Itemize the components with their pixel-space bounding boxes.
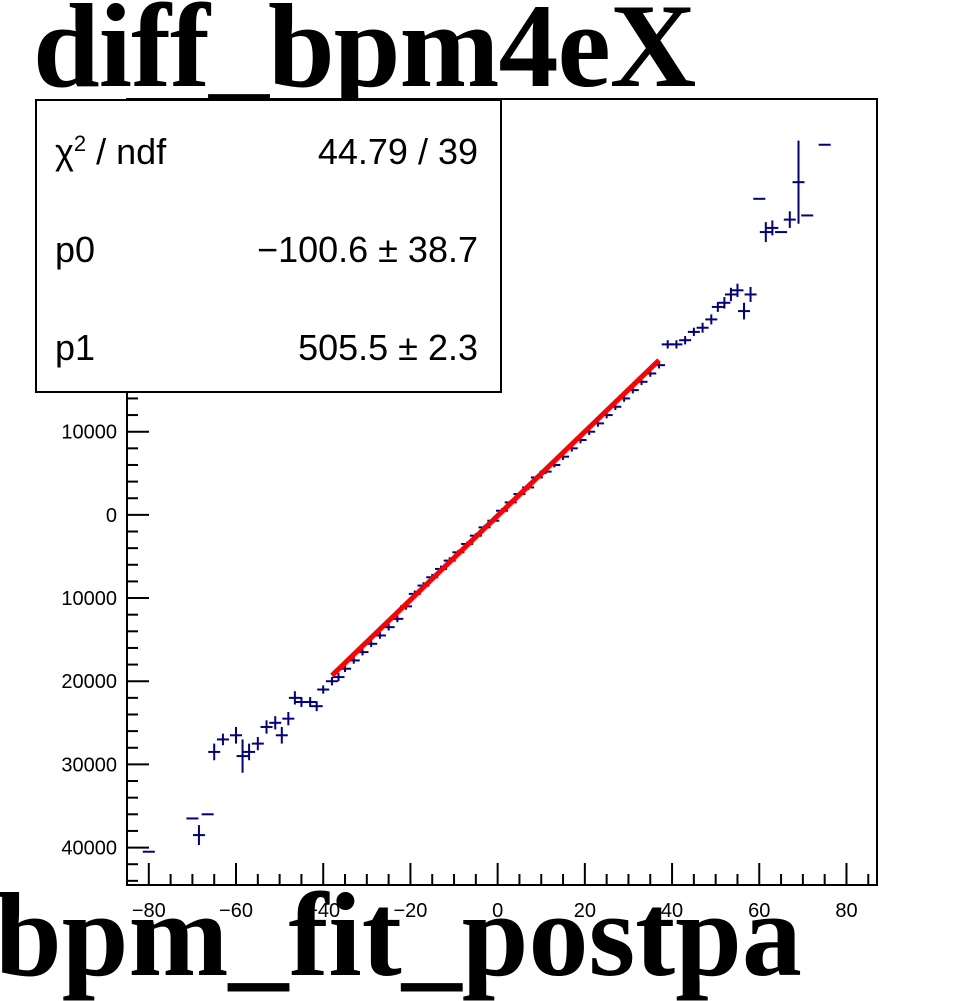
- data-point: [192, 825, 205, 846]
- stats-value-p1: 505.5 ± 2.3: [298, 327, 478, 368]
- x-tick-label: −40: [306, 900, 340, 922]
- data-point: [687, 327, 700, 337]
- data-point: [269, 716, 282, 730]
- data-point: [243, 743, 256, 761]
- data-point: [711, 301, 724, 312]
- data-point: [260, 720, 273, 734]
- stats-label-chi2: χ2 / ndf: [55, 131, 167, 172]
- chart-canvas: −80 −60 −40 −20 0 20 40 60 80 10000 0 10000 20000 30…: [61, 98, 878, 922]
- y-tick-label: 10000: [61, 422, 117, 444]
- stats-value-chi2: 44.79 / 39: [317, 131, 478, 172]
- stats-label-p0: p0: [55, 229, 96, 270]
- data-point: [783, 211, 796, 228]
- data-point: [738, 302, 751, 320]
- data-point: [679, 336, 692, 345]
- data-point: [744, 286, 757, 302]
- data-point: [236, 739, 249, 773]
- stats-row-chi2: χ2 / ndf 44.79 / 39: [37, 131, 500, 191]
- stats-value-p0: −100.6 ± 38.7: [257, 229, 478, 270]
- x-tick-label: 40: [661, 900, 683, 922]
- fit-line: [330, 358, 661, 678]
- stats-row-p0: p0 −100.6 ± 38.7: [37, 229, 500, 289]
- data-point: [275, 726, 288, 744]
- stats-label-p1: p1: [55, 327, 96, 368]
- stats-row-p1: p1 505.5 ± 2.3: [37, 327, 500, 387]
- x-tick-label: 0: [492, 900, 503, 922]
- data-point: [317, 685, 330, 694]
- x-tick-label: 80: [835, 900, 857, 922]
- data-point: [310, 701, 323, 712]
- data-point: [251, 736, 264, 751]
- data-point: [288, 691, 301, 705]
- x-tick-label: −60: [219, 900, 253, 922]
- data-point: [325, 677, 338, 686]
- histogram-title: diff_bpm4eX: [33, 0, 696, 112]
- x-tick-label: −80: [132, 900, 166, 922]
- fit-series: [330, 358, 661, 678]
- data-point: [332, 672, 345, 682]
- data-point: [304, 697, 317, 708]
- data-point: [705, 314, 718, 325]
- data-point: [724, 287, 737, 302]
- y-tick-label: 40000: [61, 838, 117, 860]
- data-point: [766, 220, 779, 236]
- data-point: [696, 322, 709, 333]
- y-tick-label: 10000: [61, 588, 117, 610]
- canvas-title: bpm_fit_postpa: [0, 868, 802, 1001]
- data-point: [731, 283, 744, 297]
- data-point: [792, 140, 805, 224]
- x-tick-label: −20: [393, 900, 427, 922]
- x-tick-label: 20: [574, 900, 596, 922]
- data-point: [208, 743, 221, 761]
- x-tick-label: 60: [748, 900, 770, 922]
- data-point: [759, 222, 772, 243]
- data-point: [282, 711, 295, 726]
- y-tick-label: 0: [106, 505, 117, 527]
- data-point: [718, 296, 731, 309]
- y-axis: 10000 0 10000 20000 30000 40000: [61, 114, 149, 882]
- plot-frame: [126, 98, 878, 886]
- data-point: [670, 340, 683, 349]
- fit-stats-box: χ2 / ndf 44.79 / 39 p0 −100.6 ± 38.7 p1 …: [35, 99, 502, 393]
- x-axis: −80 −60 −40 −20 0 20 40 60 80: [126, 863, 870, 922]
- data-point: [230, 726, 243, 744]
- y-tick-label: 20000: [61, 671, 117, 693]
- data-point: [216, 733, 229, 746]
- y-tick-label: 30000: [61, 754, 117, 776]
